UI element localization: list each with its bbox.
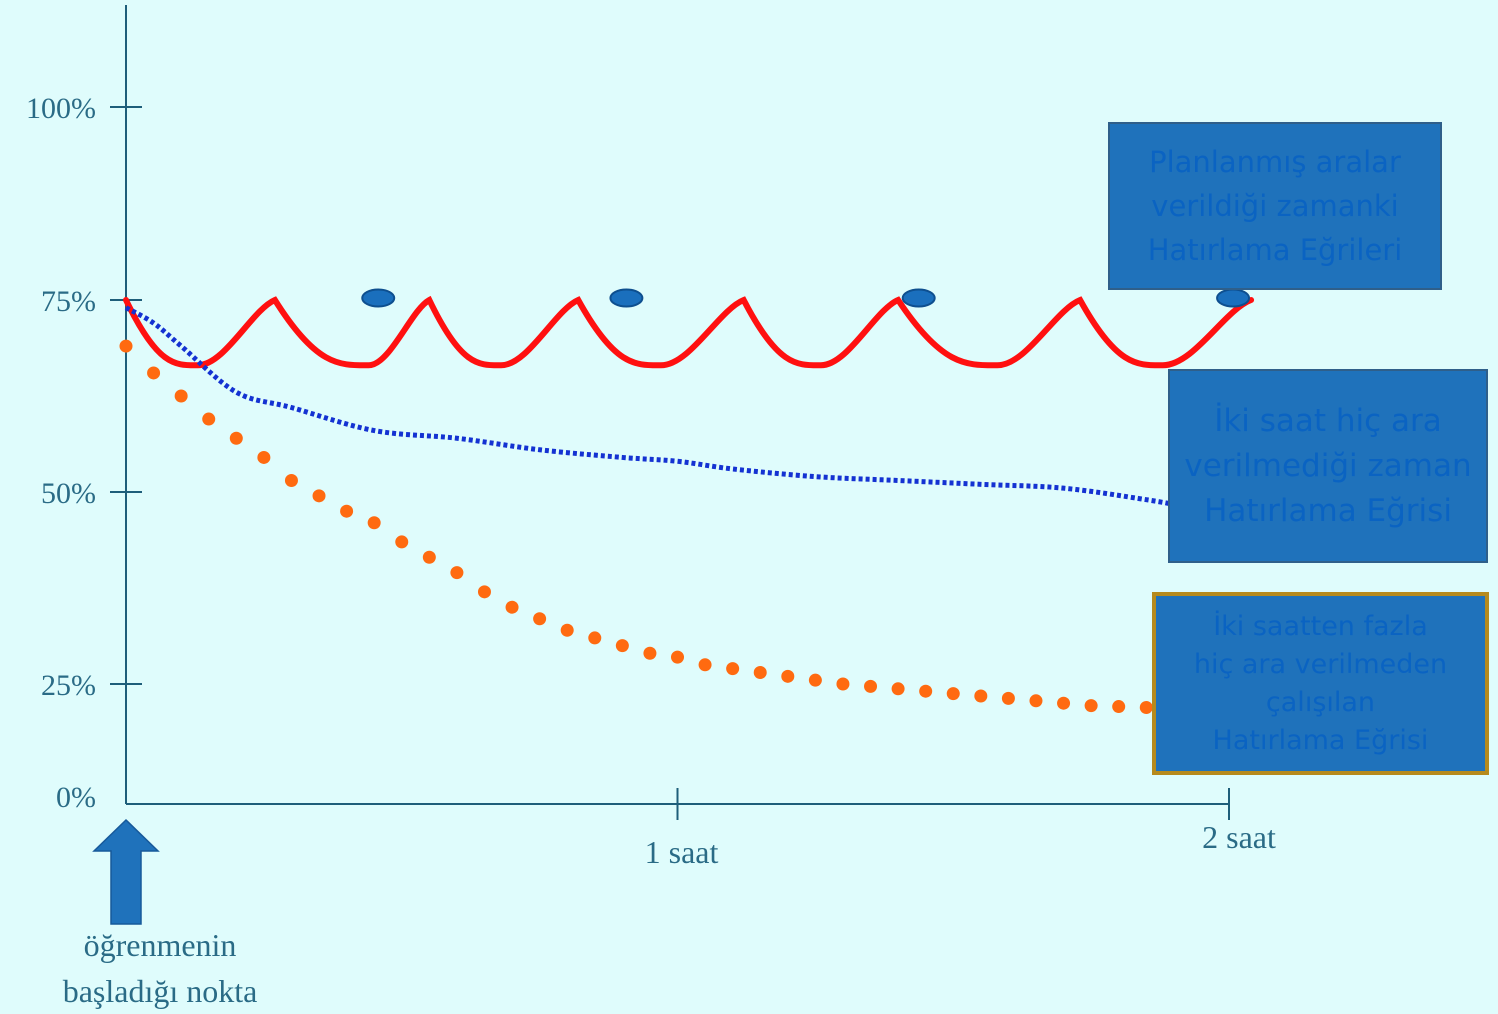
up-arrow-icon <box>92 818 160 925</box>
data-point <box>147 366 161 380</box>
data-point <box>422 550 436 564</box>
data-point <box>974 689 988 703</box>
data-point <box>919 684 933 698</box>
peak-marker <box>361 288 396 308</box>
y-tick-label: 75% <box>41 285 96 318</box>
learning-start-label: öğrenmenin başladığı nokta <box>62 927 258 1009</box>
data-point <box>643 646 657 660</box>
data-point <box>671 650 684 664</box>
data-point <box>174 389 188 403</box>
y-tick-label: 0% <box>56 781 96 814</box>
peak-marker <box>609 288 644 308</box>
data-point <box>450 566 464 580</box>
data-point <box>395 535 409 549</box>
legend-planned-text: Planlanmış aralar verildiği zamanki Hatı… <box>1147 145 1403 267</box>
data-point <box>284 473 298 487</box>
data-point <box>588 631 602 645</box>
data-point <box>477 585 491 599</box>
data-point <box>257 450 271 464</box>
chart-axes <box>125 5 1229 805</box>
data-point <box>505 600 519 614</box>
series-line <box>124 305 1191 510</box>
legend-over-two-hours: İki saatten fazla hiç ara verilmeden çal… <box>1152 592 1489 775</box>
y-tick-label: 50% <box>41 477 96 510</box>
data-point <box>864 679 878 693</box>
data-point <box>1112 700 1126 714</box>
data-point <box>1057 696 1071 710</box>
series-no_break <box>124 305 1191 510</box>
legend-planned-breaks: Planlanmış aralar verildiği zamanki Hatı… <box>1108 122 1442 290</box>
data-point <box>698 658 712 672</box>
data-point <box>533 612 547 626</box>
peak-marker <box>901 288 936 308</box>
data-point <box>726 662 740 676</box>
chart-series <box>119 288 1255 715</box>
legend-no-break: İki saat hiç ara verilmediği zaman Hatır… <box>1168 369 1488 563</box>
series-planned <box>123 288 1255 369</box>
peak-marker <box>1216 288 1251 308</box>
data-point <box>1029 694 1043 708</box>
start-arrow <box>92 818 160 925</box>
data-point <box>808 673 822 687</box>
legend-over-two-hours-text: İki saatten fazla hiç ara verilmeden çal… <box>1193 610 1448 756</box>
x-tick-label: 2 saat <box>1202 819 1276 855</box>
data-point <box>1001 691 1015 705</box>
data-point <box>946 687 960 701</box>
data-point <box>202 412 216 426</box>
data-point <box>119 339 133 353</box>
y-tick-label: 25% <box>41 669 96 702</box>
data-point <box>367 516 381 530</box>
data-point <box>891 682 905 696</box>
data-point <box>615 639 629 653</box>
data-point <box>312 489 326 503</box>
data-point <box>753 665 767 679</box>
data-point <box>1084 699 1098 713</box>
chart-ticks: 0% 25% 50% 75% 100% 1 saat 2 saat <box>26 92 1276 870</box>
data-point <box>1139 701 1153 715</box>
series-line <box>123 295 1255 369</box>
y-tick-label: 100% <box>26 92 96 125</box>
data-point <box>229 431 243 445</box>
legend-no-break-text: İki saat hiç ara verilmediği zaman Hatır… <box>1184 402 1472 529</box>
data-point <box>560 623 574 637</box>
data-point <box>836 677 850 691</box>
data-point <box>781 669 795 683</box>
series-over_two_hours <box>119 339 1181 715</box>
data-point <box>340 504 354 518</box>
x-tick-label: 1 saat <box>645 834 719 870</box>
